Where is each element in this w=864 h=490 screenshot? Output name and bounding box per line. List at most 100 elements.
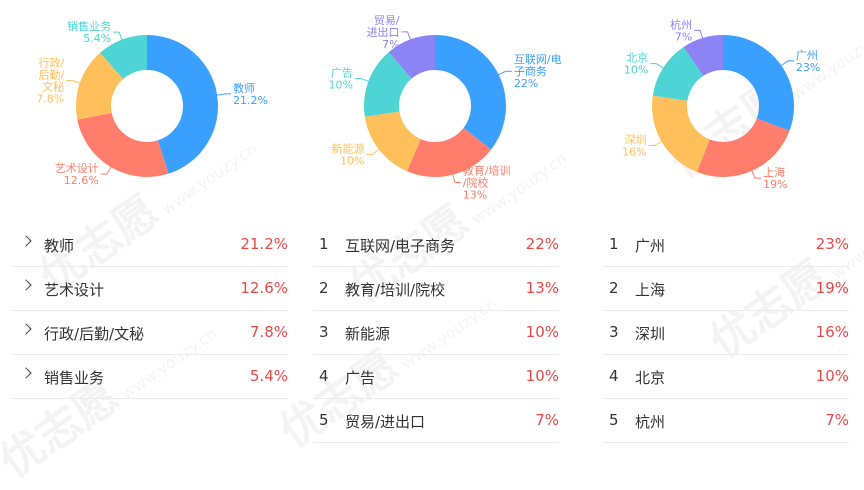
slice-label: 新能源 10% [332,141,365,167]
item-value: 12.6% [240,279,288,297]
slice-label: 上海 19% [763,165,787,191]
label-line [498,70,512,76]
rank-number: 3 [319,323,329,341]
label-line [217,93,232,96]
item-value: 13% [525,279,559,297]
rank-number: 4 [319,367,329,385]
pie-slice [696,118,790,177]
label-line [694,29,703,39]
rank-number: 5 [319,411,329,429]
pie-slice [364,111,421,172]
item-name: 广州 [635,237,666,255]
item-value: 10% [525,323,559,341]
item-name: 教育/培训/院校 [345,281,446,299]
rank-number: 2 [609,279,619,297]
list-item: 2 上海 19% [603,267,849,311]
label-line [100,166,112,175]
donut-chart-industry: 互联网/电子商务 22% 教育/培训/院校 13% 新能源 10% 广告 10% 贸易/进出口 7… [328,14,562,202]
pie-slice [407,128,492,177]
item-value: 22% [525,235,559,253]
list-item: 3 深圳 16% [603,311,849,355]
slice-label: 贸易/进出口 7% [367,14,400,51]
chevron-right-icon [20,323,32,335]
slice-label: 教育/培训/院校 13% [463,163,511,201]
slice-label: 广告 10% [328,67,352,92]
item-name: 新能源 [345,325,391,343]
chevron-right-icon [20,367,32,379]
item-value: 16% [815,323,849,341]
pie-slice [364,52,412,117]
occupation-list: 教师 21.2% 艺术设计 12.6% 行政/后勤/文秘 7.8% 销售业务 5.4% [12,223,288,399]
label-line [66,80,80,84]
list-item: 4 广告 10% [313,355,559,399]
list-item: 2 教育/培训/院校 13% [313,267,559,311]
slice-label: 行政/后勤/文秘 7.8% [36,56,64,106]
industry-list: 1 互联网/电子商务 22% 2 教育/培训/院校 13% 3 新能源 10% 4 广告 10% 5 贸易… [313,223,559,443]
label-line [648,141,662,146]
slice-label: 北京 10% [624,51,648,77]
list-item[interactable]: 艺术设计 12.6% [12,267,288,311]
item-name: 上海 [635,281,666,299]
item-value: 19% [815,279,849,297]
list-item: 1 互联网/电子商务 22% [313,223,559,267]
label-line [781,60,794,66]
rank-number: 5 [609,411,619,429]
slice-label: 教师 21.2% [233,82,268,107]
item-value: 7.8% [249,323,288,341]
slice-label: 杭州 7% [670,17,692,43]
list-item: 5 贸易/进出口 7% [313,399,559,443]
item-name: 教师 [44,237,75,255]
item-value: 10% [525,367,559,385]
item-name: 广告 [345,369,376,387]
pie-slice [723,35,794,131]
label-line [401,31,411,40]
item-name: 艺术设计 [44,281,105,299]
item-name: 深圳 [635,325,666,343]
pie-slice [652,46,704,101]
pie-slice [75,52,124,120]
label-line [354,78,369,82]
list-item[interactable]: 行政/后勤/文秘 7.8% [12,311,288,355]
item-name: 贸易/进出口 [345,413,426,431]
rank-number: 1 [319,235,329,253]
item-name: 互联网/电子商务 [345,237,456,255]
slice-label: 广州 23% [796,49,820,74]
chevron-right-icon [20,279,32,291]
rank-number: 2 [319,279,329,297]
donut-chart-city: 广州 23% 上海 19% 深圳 16% 北京 10% 杭州 7% [622,17,820,191]
pie-slice [100,35,147,79]
item-name: 销售业务 [44,369,105,387]
slice-label: 深圳 16% [622,134,646,159]
list-item[interactable]: 教师 21.2% [12,223,288,267]
label-line [113,31,123,40]
list-item: 5 杭州 7% [603,399,849,443]
label-line [751,170,762,179]
slice-label: 销售业务 5.4% [67,19,111,45]
pie-slice [147,35,219,174]
item-name: 北京 [635,369,666,387]
list-item[interactable]: 销售业务 5.4% [12,355,288,399]
item-value: 7% [825,411,849,429]
label-line [452,174,461,183]
item-value: 7% [535,411,559,429]
label-line [650,63,664,69]
item-name: 杭州 [635,413,666,431]
label-line [366,149,380,155]
slice-label: 互联网/电子商务 22% [514,53,562,90]
item-name: 行政/后勤/文秘 [44,325,145,343]
rank-number: 3 [609,323,619,341]
item-value: 21.2% [240,235,288,253]
slice-label: 艺术设计 12.6% [55,162,99,187]
pie-slice [683,35,723,77]
city-list: 1 广州 23% 2 上海 19% 3 深圳 16% 4 北京 10% 5 杭州 7% [603,223,849,443]
list-item: 1 广州 23% [603,223,849,267]
pie-slice [388,35,435,79]
pie-slice [77,112,169,177]
rank-number: 4 [609,367,619,385]
chevron-right-icon [20,235,32,247]
list-item: 4 北京 10% [603,355,849,399]
pie-slice [652,95,710,173]
list-item: 3 新能源 10% [313,311,559,355]
rank-number: 1 [609,235,619,253]
donut-chart-occupation: 教师 21.2% 艺术设计 12.6% 行政/后勤/文秘 7.8%销售业务 5.4% [36,19,268,187]
